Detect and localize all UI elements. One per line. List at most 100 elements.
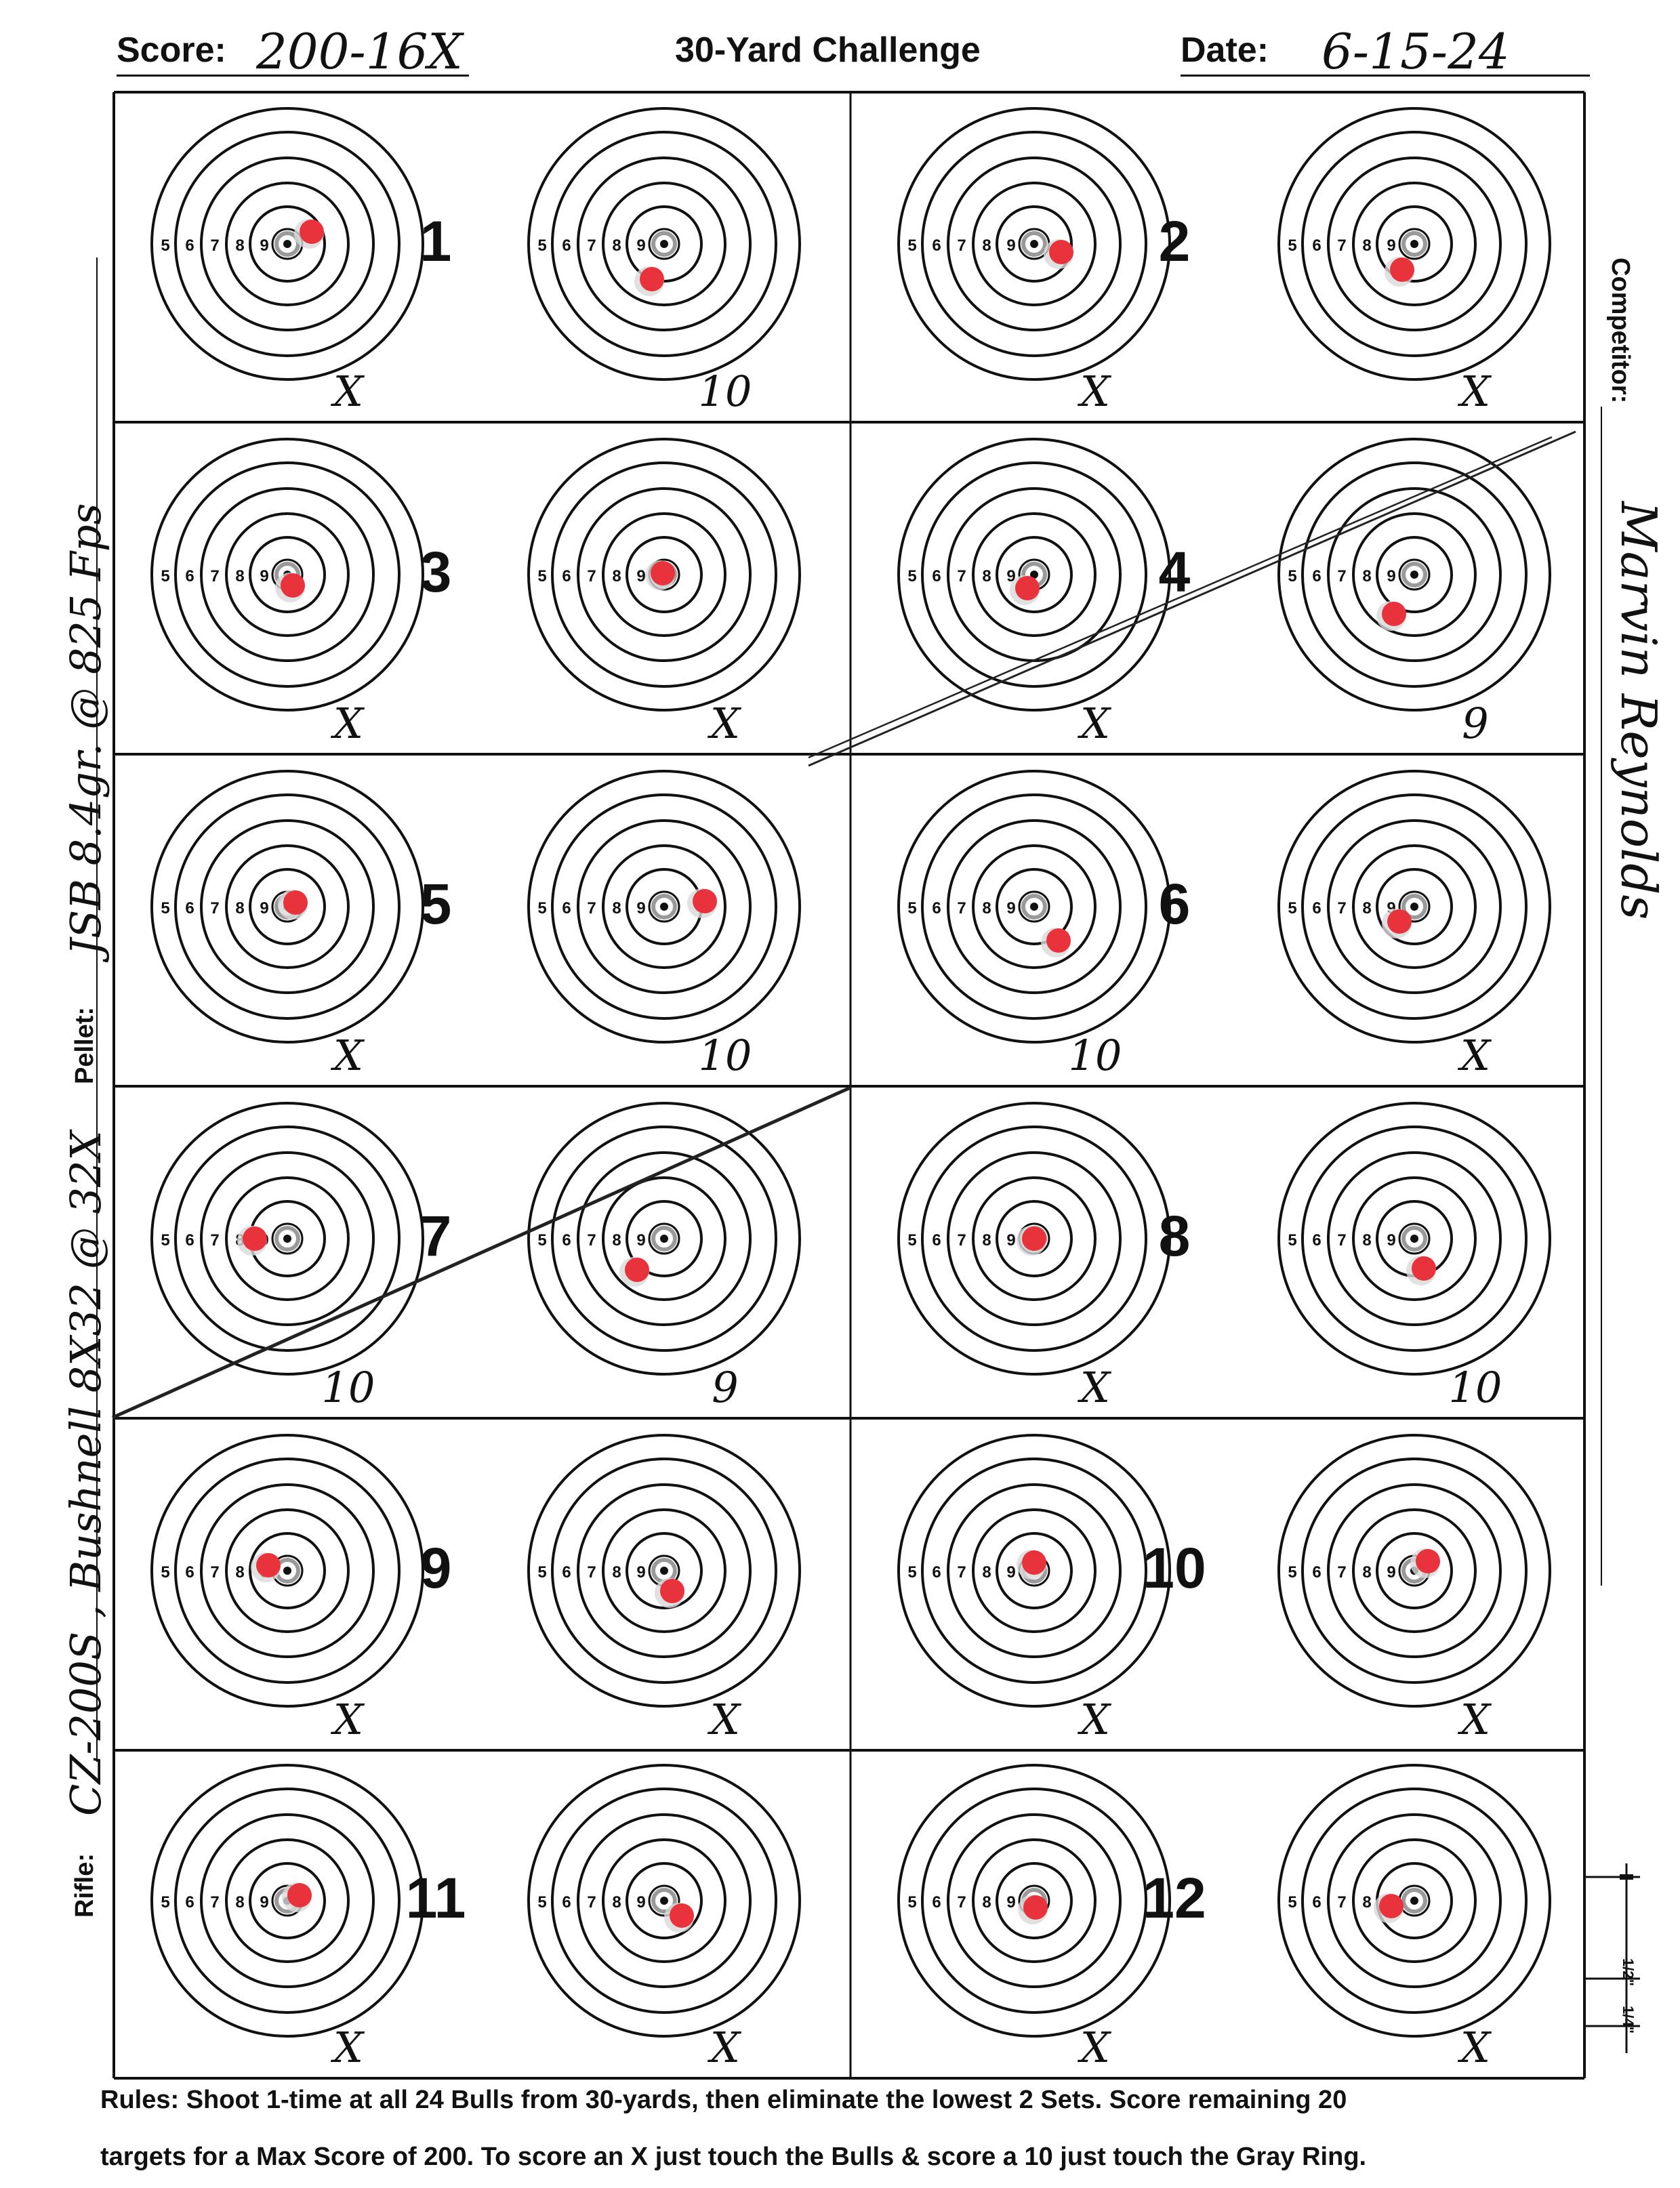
target-ring <box>1352 844 1477 969</box>
pellet-hole <box>1390 257 1414 282</box>
ring-number: 5 <box>537 1893 546 1912</box>
target-ring <box>150 1764 424 2038</box>
handwritten-score: X <box>710 2023 741 2072</box>
ring-number: 6 <box>562 899 571 917</box>
gray-ring <box>651 1888 677 1914</box>
ring-number: 8 <box>235 567 244 585</box>
set-number: 6 <box>1158 872 1191 936</box>
pellet-hole <box>1382 602 1406 626</box>
handwritten-score: X <box>333 1695 364 1744</box>
target-ring <box>271 1222 304 1255</box>
ring-number: 5 <box>537 899 546 917</box>
handwritten-score: X <box>333 367 364 416</box>
ring-number: 6 <box>185 567 194 585</box>
gray-ring <box>274 1226 300 1252</box>
target-ring <box>972 182 1097 306</box>
target-ring <box>648 228 680 260</box>
handwritten-score: X <box>1080 367 1111 416</box>
ring-number: 5 <box>537 1563 546 1582</box>
ring-number: 8 <box>982 1231 991 1250</box>
target-ring <box>648 890 680 923</box>
ring-number: 7 <box>957 1231 966 1250</box>
target-ring <box>527 107 801 381</box>
ring-number: 5 <box>907 236 916 255</box>
ring-number: 6 <box>562 1563 571 1582</box>
target-ring <box>577 487 752 662</box>
rules-line-2: targets for a Max Score of 200. To score… <box>100 2143 1367 2171</box>
ring-number: 7 <box>1337 567 1346 585</box>
ring-number: 6 <box>562 236 571 255</box>
bull-dot <box>1030 903 1038 911</box>
pellet-hole <box>256 1553 281 1577</box>
pellet-hole <box>1412 1256 1436 1281</box>
target-ring <box>551 793 777 1020</box>
ring-number: 9 <box>636 236 645 255</box>
ring-number: 8 <box>612 1563 621 1582</box>
handwritten-score: X <box>333 2023 364 2072</box>
bull-dot <box>1030 571 1038 579</box>
score-label: Score: <box>117 30 226 70</box>
ring-number: 6 <box>562 567 571 585</box>
target-ring <box>577 1151 752 1326</box>
rules-line-1: Rules: Shoot 1-time at all 24 Bulls from… <box>100 2086 1347 2114</box>
target-ring <box>1277 770 1551 1044</box>
target-ring <box>626 1200 703 1277</box>
target-ring <box>174 461 401 688</box>
target-ring <box>174 793 401 1020</box>
set-number: 1 <box>419 209 452 273</box>
ring-number: 5 <box>1288 236 1296 255</box>
right-margin-rule <box>1601 407 1602 1586</box>
ring-number: 9 <box>260 236 268 255</box>
target-ring <box>225 1508 350 1633</box>
ring-number: 9 <box>1006 236 1015 255</box>
ring-number: 8 <box>982 1563 991 1582</box>
target-ring <box>602 1176 726 1301</box>
bull-dot <box>283 1235 291 1243</box>
pellet-hole <box>651 561 675 585</box>
ring-number: 8 <box>1362 1893 1371 1912</box>
ring-number: 9 <box>636 1893 645 1912</box>
pellet-hole <box>287 1883 312 1907</box>
bull-dot <box>1410 1897 1418 1905</box>
ring-number: 7 <box>587 1893 596 1912</box>
ring-number: 7 <box>957 236 966 255</box>
target-ring <box>1277 1764 1551 2038</box>
ring-number: 6 <box>932 567 941 585</box>
gray-ring <box>1401 1888 1427 1914</box>
ring-number: 5 <box>907 899 916 917</box>
scale-bar <box>1586 1863 1640 2053</box>
ring-number: 9 <box>260 899 268 917</box>
ring-number: 5 <box>1288 899 1296 917</box>
target-ring <box>947 819 1122 994</box>
pellet-hole <box>670 1903 694 1928</box>
target-ring <box>921 793 1147 1020</box>
target-ring <box>225 512 350 637</box>
bull-dot <box>1410 571 1418 579</box>
target-ring <box>921 1788 1147 2014</box>
ring-number: 9 <box>636 1231 645 1250</box>
target-ring <box>947 1151 1122 1326</box>
ring-number: 8 <box>1362 899 1371 917</box>
ring-number: 9 <box>260 567 268 585</box>
pen-marks <box>111 430 1576 1420</box>
handwritten-score: 10 <box>698 367 752 416</box>
target-ring <box>551 1458 777 1684</box>
ring-number: 6 <box>185 1563 194 1582</box>
pellet-hole <box>660 1579 684 1603</box>
ring-number: 9 <box>1387 567 1395 585</box>
ring-number: 7 <box>587 567 596 585</box>
scale-quarter-label: 1/4" <box>1620 2006 1637 2034</box>
target-ring <box>1376 1532 1453 1609</box>
handwritten-score: X <box>333 699 364 748</box>
target-ring <box>150 1434 424 1708</box>
pellet-hole <box>1046 928 1071 953</box>
handwritten-score: 9 <box>712 1363 739 1412</box>
target-ring <box>527 438 801 711</box>
set-number: 4 <box>1158 540 1191 604</box>
target-ring <box>602 512 726 637</box>
ring-number: 7 <box>1337 1893 1346 1912</box>
